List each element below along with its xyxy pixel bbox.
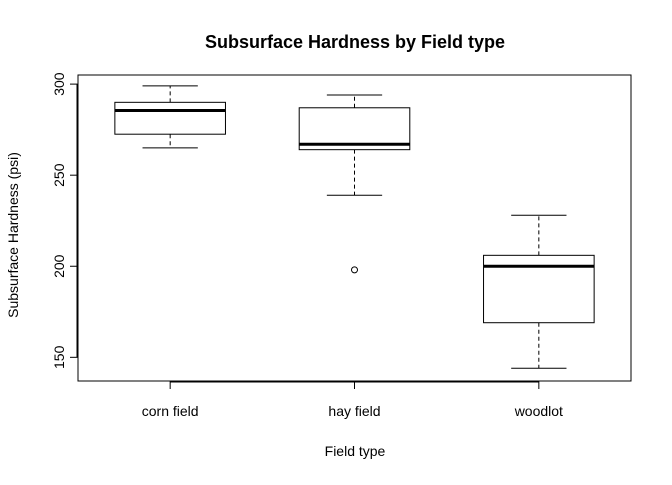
x-tick-label: hay field: [328, 403, 380, 419]
y-tick-label: 150: [51, 345, 67, 369]
x-axis-label: Field type: [325, 443, 386, 459]
y-tick-label: 200: [51, 254, 67, 278]
y-tick-label: 300: [51, 72, 67, 96]
box-iqr: [114, 101, 226, 135]
outlier-point: [351, 266, 358, 274]
x-tick-label: corn field: [142, 403, 199, 419]
plot-area: 150 200 250 300 corn field hay field woodlot: [51, 72, 632, 419]
x-tick-label: woodlot: [514, 403, 563, 419]
box-iqr: [298, 107, 411, 151]
y-tick-label: 250: [51, 163, 67, 187]
chart-title: Subsurface Hardness by Field type: [205, 32, 505, 52]
y-axis-label: Subsurface Hardness (psi): [5, 152, 21, 318]
